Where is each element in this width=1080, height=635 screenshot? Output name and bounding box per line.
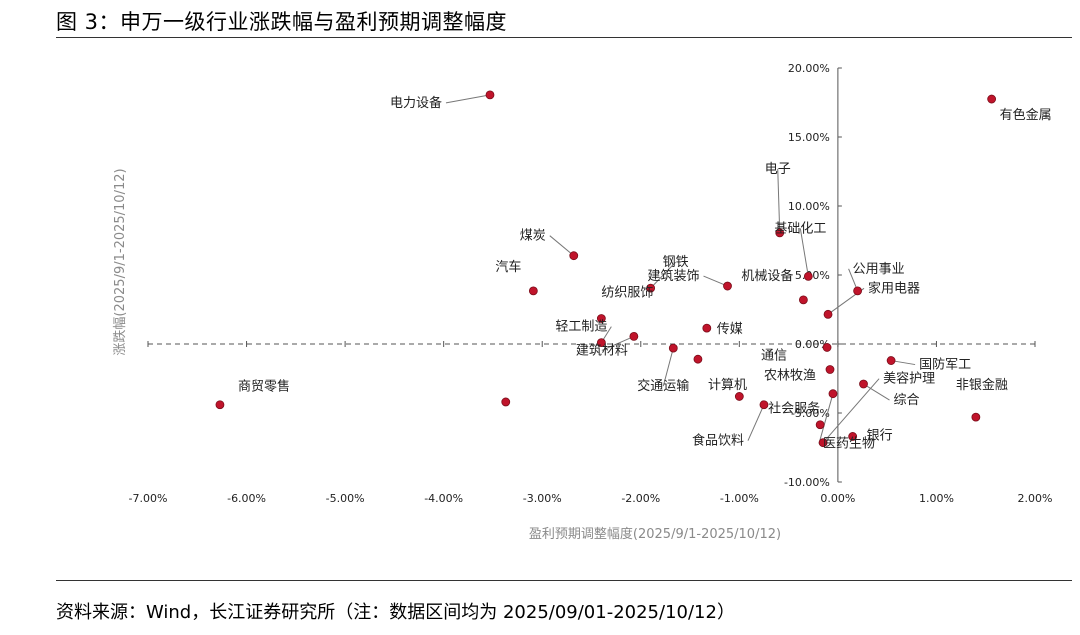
data-point: [702, 323, 712, 333]
axis-layer: -10.00%-5.00%0.00%5.00%10.00%15.00%20.00…: [129, 62, 1053, 505]
data-point: [828, 389, 838, 399]
data-point: [798, 295, 808, 305]
x-tick-label: 2.00%: [1018, 492, 1053, 505]
figure-title: 图 3：申万一级行业涨跌幅与盈利预期调整幅度: [56, 10, 508, 34]
point-label: 电子: [765, 162, 791, 177]
point-label: 电力设备: [390, 95, 442, 111]
data-point: [629, 332, 639, 341]
leader-line: [549, 235, 575, 257]
point-label: 钢铁: [663, 255, 689, 270]
point-label: 传媒: [717, 322, 743, 337]
leader-line: [601, 335, 635, 351]
scatter-chart: -10.00%-5.00%0.00%5.00%10.00%15.00%20.00…: [112, 62, 1053, 542]
data-point: [501, 397, 511, 407]
x-tick-label: 0.00%: [820, 492, 855, 505]
leader-line: [863, 383, 890, 401]
x-tick-label: 1.00%: [919, 492, 954, 505]
x-tick-label: -2.00%: [621, 492, 660, 505]
data-point: [759, 400, 769, 410]
data-point: [815, 420, 825, 430]
point-label: 建筑装饰: [647, 268, 699, 284]
point-label: 有色金属: [1000, 107, 1052, 123]
data-point: [693, 354, 703, 364]
data-point: [596, 338, 606, 348]
leader-layer: [445, 94, 916, 444]
data-point: [646, 283, 656, 293]
point-label: 社会服务: [768, 401, 820, 417]
data-point: [853, 286, 862, 296]
point-label: 基础化工: [774, 221, 826, 236]
data-point: [822, 343, 832, 352]
leader-line: [822, 378, 880, 443]
source-note: 资料来源：Wind，长江证券研究所（注：数据区间均为 2025/09/01-20…: [56, 602, 735, 623]
point-label: 建筑材料: [576, 342, 628, 358]
data-point: [775, 228, 785, 238]
point-label: 食品饮料: [692, 433, 744, 449]
leader-line: [662, 348, 674, 387]
y-tick-label: -5.00%: [791, 407, 830, 420]
data-point: [818, 438, 828, 448]
point-label: 公用事业: [853, 262, 905, 277]
point-label: 医药生物: [823, 437, 875, 452]
x-tick-label: -1.00%: [720, 492, 759, 505]
y-axis-label: 涨跌幅(2025/9/1-2025/10/12): [112, 168, 128, 355]
data-point: [825, 365, 835, 374]
data-point: [886, 356, 896, 365]
y-tick-label: 10.00%: [788, 200, 830, 213]
leader-line: [747, 404, 765, 441]
point-label: 通信: [761, 348, 787, 363]
data-point: [215, 400, 225, 410]
x-tick-label: -4.00%: [424, 492, 463, 505]
point-label: 机械设备: [741, 268, 793, 284]
point-label: 纺织服饰: [601, 285, 653, 300]
point-label: 国防军工: [919, 357, 971, 373]
x-tick-label: -3.00%: [523, 492, 562, 505]
y-tick-label: 0.00%: [795, 338, 830, 351]
data-point: [569, 251, 579, 261]
x-tick-label: -5.00%: [326, 492, 365, 505]
data-point: [596, 314, 606, 323]
point-label: 煤炭: [520, 229, 546, 244]
top-rule: [56, 37, 1072, 38]
data-point: [528, 286, 538, 296]
y-tick-label: -10.00%: [784, 476, 830, 489]
data-point: [485, 90, 495, 100]
bottom-rule: [56, 580, 1072, 581]
data-point: [971, 412, 981, 422]
x-axis-label: 盈利预期调整幅度(2025/9/1-2025/10/12): [529, 526, 781, 542]
data-point: [723, 281, 732, 291]
point-label: 非银金融: [956, 377, 1008, 393]
leader-line: [799, 228, 809, 277]
y-tick-label: 20.00%: [788, 62, 830, 75]
leader-line: [818, 393, 834, 444]
point-layer: [215, 90, 997, 448]
point-label: 商贸零售: [238, 379, 290, 395]
leader-line: [650, 261, 676, 289]
leader-line: [777, 168, 781, 233]
data-point: [668, 343, 678, 353]
point-label: 汽车: [495, 259, 521, 275]
data-point: [848, 432, 858, 441]
x-tick-label: -7.00%: [129, 492, 168, 505]
point-label: 交通运输: [637, 378, 689, 394]
point-label: 轻工制造: [555, 320, 607, 335]
point-label: 农林牧渔: [764, 369, 816, 384]
leader-line: [445, 94, 491, 104]
x-tick-label: -6.00%: [227, 492, 266, 505]
point-label: 银行: [867, 428, 893, 443]
point-label: 家用电器: [868, 280, 920, 296]
point-label: 计算机: [708, 378, 747, 393]
data-point: [823, 309, 833, 319]
y-tick-label: 15.00%: [788, 131, 830, 144]
point-label: 美容护理: [883, 371, 935, 387]
data-point: [734, 392, 744, 401]
data-point: [803, 271, 813, 281]
point-label: 综合: [894, 393, 920, 408]
data-point: [987, 94, 997, 104]
data-point: [859, 379, 868, 389]
